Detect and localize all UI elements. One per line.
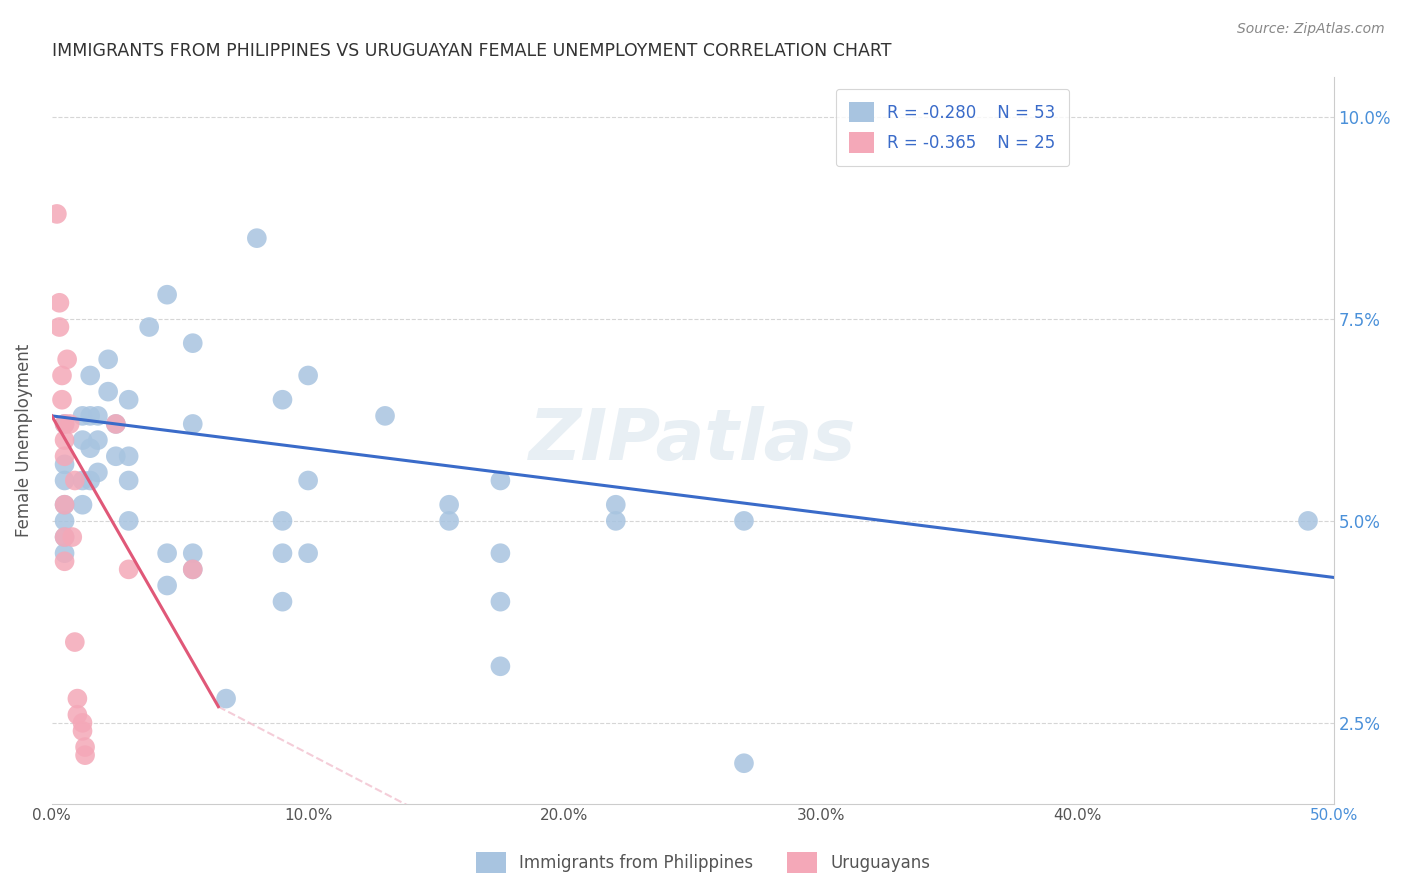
- Point: [79, 441, 101, 455]
- Point: [53, 417, 76, 431]
- Point: [53, 514, 76, 528]
- Point: [271, 514, 294, 528]
- Point: [605, 498, 627, 512]
- Point: [97, 352, 120, 367]
- Point: [118, 514, 141, 528]
- Point: [156, 578, 179, 592]
- Point: [271, 546, 294, 560]
- Point: [79, 368, 101, 383]
- Point: [118, 474, 141, 488]
- Point: [97, 384, 120, 399]
- Point: [181, 417, 204, 431]
- Point: [181, 562, 204, 576]
- Point: [66, 691, 89, 706]
- Point: [87, 466, 110, 480]
- Point: [733, 756, 755, 771]
- Point: [87, 409, 110, 423]
- Point: [271, 392, 294, 407]
- Point: [53, 474, 76, 488]
- Point: [605, 514, 627, 528]
- Point: [297, 368, 319, 383]
- Point: [1296, 514, 1319, 528]
- Point: [104, 417, 127, 431]
- Point: [489, 546, 512, 560]
- Point: [104, 450, 127, 464]
- Point: [60, 530, 83, 544]
- Point: [181, 562, 204, 576]
- Point: [156, 287, 179, 301]
- Point: [63, 474, 86, 488]
- Point: [374, 409, 396, 423]
- Point: [53, 498, 76, 512]
- Legend: R = -0.280    N = 53, R = -0.365    N = 25: R = -0.280 N = 53, R = -0.365 N = 25: [835, 88, 1069, 166]
- Text: IMMIGRANTS FROM PHILIPPINES VS URUGUAYAN FEMALE UNEMPLOYMENT CORRELATION CHART: IMMIGRANTS FROM PHILIPPINES VS URUGUAYAN…: [52, 42, 891, 60]
- Point: [437, 514, 460, 528]
- Point: [297, 474, 319, 488]
- Point: [45, 207, 67, 221]
- Point: [72, 433, 94, 447]
- Point: [72, 723, 94, 738]
- Point: [48, 320, 70, 334]
- Point: [75, 748, 97, 763]
- Point: [79, 474, 101, 488]
- Point: [56, 352, 79, 367]
- Point: [53, 498, 76, 512]
- Point: [118, 450, 141, 464]
- Point: [489, 474, 512, 488]
- Point: [87, 433, 110, 447]
- Point: [181, 546, 204, 560]
- Point: [51, 392, 73, 407]
- Point: [181, 336, 204, 351]
- Point: [118, 392, 141, 407]
- Point: [75, 740, 97, 755]
- Point: [215, 691, 238, 706]
- Y-axis label: Female Unemployment: Female Unemployment: [15, 343, 32, 537]
- Point: [53, 433, 76, 447]
- Point: [53, 546, 76, 560]
- Point: [63, 635, 86, 649]
- Point: [51, 368, 73, 383]
- Point: [59, 417, 82, 431]
- Point: [489, 595, 512, 609]
- Point: [297, 546, 319, 560]
- Point: [271, 595, 294, 609]
- Point: [48, 295, 70, 310]
- Point: [489, 659, 512, 673]
- Point: [246, 231, 269, 245]
- Point: [53, 417, 76, 431]
- Legend: Immigrants from Philippines, Uruguayans: Immigrants from Philippines, Uruguayans: [470, 846, 936, 880]
- Point: [72, 409, 94, 423]
- Point: [437, 498, 460, 512]
- Point: [72, 715, 94, 730]
- Point: [733, 514, 755, 528]
- Point: [53, 554, 76, 568]
- Text: Source: ZipAtlas.com: Source: ZipAtlas.com: [1237, 22, 1385, 37]
- Point: [104, 417, 127, 431]
- Point: [72, 474, 94, 488]
- Point: [66, 707, 89, 722]
- Point: [53, 530, 76, 544]
- Point: [72, 498, 94, 512]
- Point: [53, 530, 76, 544]
- Point: [53, 458, 76, 472]
- Point: [156, 546, 179, 560]
- Point: [79, 409, 101, 423]
- Text: ZIPatlas: ZIPatlas: [529, 406, 856, 475]
- Point: [138, 320, 160, 334]
- Point: [118, 562, 141, 576]
- Point: [53, 450, 76, 464]
